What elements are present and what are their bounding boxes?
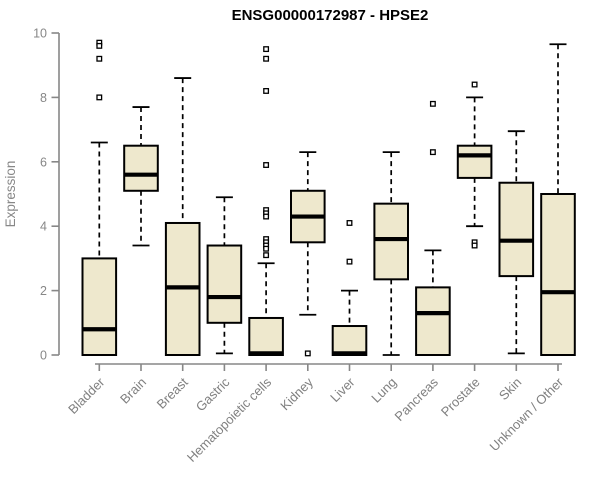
box	[123, 144, 159, 192]
category-label: Lung	[368, 375, 399, 406]
category-label: Gastric	[193, 374, 233, 414]
category-label: Breast	[154, 374, 191, 411]
outlier-point	[263, 46, 270, 53]
box	[331, 325, 368, 356]
category-label: Skin	[496, 375, 524, 403]
outlier-point	[471, 81, 478, 88]
outlier-point	[263, 88, 270, 94]
outlier-point	[263, 55, 270, 62]
outlier-point	[263, 162, 270, 168]
box	[81, 257, 118, 356]
outlier-point	[96, 55, 103, 62]
box	[540, 193, 576, 356]
y-tick-label: 0	[40, 349, 47, 363]
y-tick-label: 4	[40, 220, 47, 234]
category-label: Prostate	[438, 375, 483, 420]
y-tick-label: 2	[40, 284, 47, 298]
y-axis-label: Expression	[3, 161, 18, 228]
outlier-point	[429, 149, 436, 156]
box	[456, 144, 493, 179]
chart-title: ENSG00000172987 - HPSE2	[232, 7, 429, 24]
y-tick-label: 8	[40, 91, 47, 105]
box	[373, 202, 409, 281]
box	[498, 181, 535, 278]
outlier-point	[96, 42, 103, 49]
outlier-point	[263, 252, 270, 259]
category-label: Brain	[117, 375, 149, 407]
outlier-point	[263, 213, 270, 220]
category-label: Kidney	[277, 374, 316, 413]
category-label: Unknown / Other	[487, 374, 567, 454]
category-label: Bladder	[65, 374, 108, 417]
outlier-point	[96, 94, 103, 101]
y-tick-label: 6	[40, 155, 47, 169]
y-tick-label: 10	[33, 27, 47, 41]
outlier-point	[304, 350, 311, 357]
category-label: Liver	[327, 374, 358, 405]
outlier-point	[263, 245, 270, 252]
box	[415, 286, 451, 357]
box	[206, 244, 243, 324]
outlier-point	[346, 258, 353, 265]
outlier-point	[429, 100, 436, 107]
box	[248, 316, 284, 356]
outlier-point	[471, 242, 478, 249]
outlier-point	[346, 220, 353, 226]
category-label: Pancreas	[392, 374, 442, 424]
